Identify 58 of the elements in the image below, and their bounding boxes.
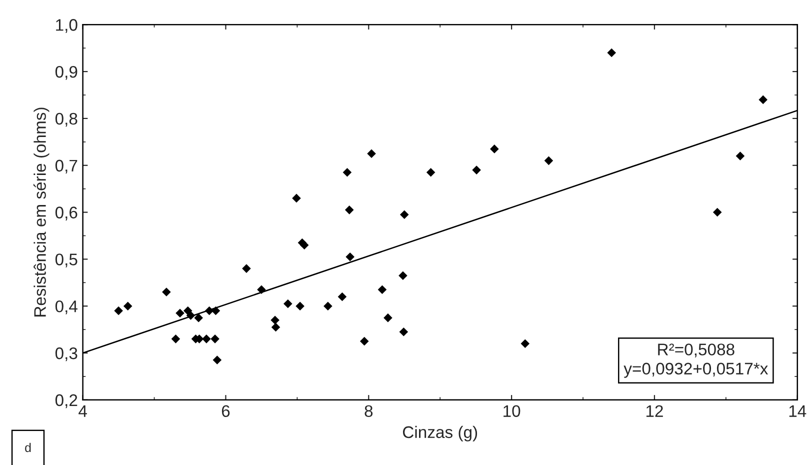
point bbox=[162, 288, 171, 296]
x-axis-title: Cinzas (g) bbox=[402, 426, 478, 442]
point bbox=[607, 48, 616, 58]
point bbox=[194, 313, 203, 322]
y-tick-label: 0,8 bbox=[55, 112, 78, 127]
point bbox=[242, 264, 251, 273]
point bbox=[171, 334, 180, 344]
x-tick-label: 8 bbox=[364, 405, 373, 418]
point bbox=[758, 95, 768, 104]
y-tick-label: 0,5 bbox=[55, 254, 78, 268]
point bbox=[520, 339, 530, 348]
point bbox=[384, 313, 392, 322]
point bbox=[270, 316, 280, 325]
x-tick-label: 4 bbox=[78, 405, 87, 417]
point bbox=[210, 334, 220, 344]
y-axis-title: Resistência em série (ohms) bbox=[34, 108, 50, 316]
point bbox=[271, 322, 280, 332]
y-tick-label: 0,4 bbox=[55, 300, 78, 314]
x-tick-label: 10 bbox=[504, 405, 520, 418]
point bbox=[398, 271, 408, 280]
point bbox=[426, 168, 436, 177]
point bbox=[400, 210, 409, 220]
point bbox=[176, 308, 184, 318]
point bbox=[736, 152, 745, 160]
point bbox=[360, 336, 369, 346]
y-tick-label: 0,3 bbox=[55, 347, 78, 362]
point bbox=[338, 292, 347, 302]
point bbox=[296, 302, 304, 310]
point bbox=[114, 306, 123, 316]
point bbox=[472, 166, 481, 174]
y-tick-label: 0,7 bbox=[55, 160, 78, 174]
x-tick-label: 6 bbox=[222, 405, 230, 418]
point bbox=[123, 302, 132, 310]
point bbox=[399, 327, 408, 336]
y-tick-label: 0,9 bbox=[55, 66, 78, 80]
point bbox=[490, 144, 499, 154]
point bbox=[212, 356, 222, 364]
y-tick-label: 1,0 bbox=[56, 19, 78, 33]
text: d bbox=[25, 442, 31, 452]
point bbox=[344, 206, 354, 214]
point bbox=[300, 240, 309, 250]
point bbox=[544, 156, 554, 166]
point bbox=[378, 285, 387, 294]
point bbox=[292, 194, 301, 203]
point bbox=[324, 302, 332, 310]
point bbox=[342, 168, 352, 177]
x-tick-label: 12 bbox=[646, 405, 663, 417]
annotation: R²=0,5088 y=0,0932+0,0517*x bbox=[624, 344, 768, 378]
y-tick-label: 0,2 bbox=[55, 394, 78, 408]
point bbox=[712, 208, 722, 217]
y-tick-label: 0,6 bbox=[55, 206, 78, 220]
point bbox=[346, 252, 354, 262]
point bbox=[257, 285, 266, 294]
x-tick-label: 14 bbox=[789, 405, 806, 417]
point bbox=[202, 334, 211, 344]
point bbox=[367, 149, 376, 158]
point bbox=[284, 299, 292, 308]
point bbox=[186, 311, 196, 320]
